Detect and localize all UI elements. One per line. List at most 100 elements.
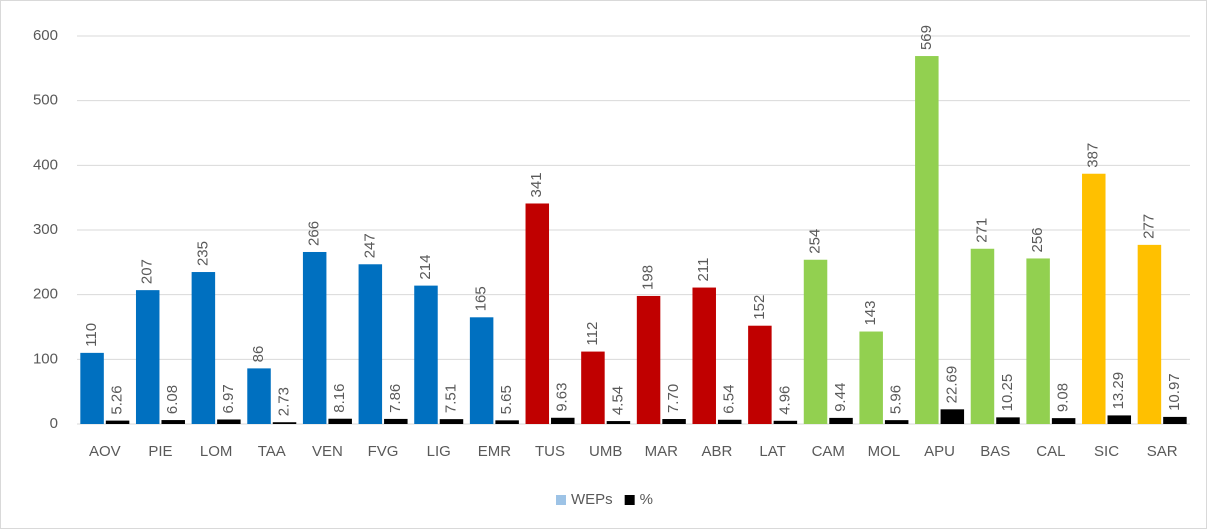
data-label: 6.97: [220, 384, 237, 413]
data-label: 7.51: [442, 384, 459, 413]
x-tick-label: CAL: [1036, 443, 1065, 460]
data-label: 266: [306, 221, 323, 246]
bar: [469, 317, 494, 424]
data-label: 6.54: [721, 385, 738, 414]
legend-label: %: [640, 491, 653, 508]
x-tick-label: VEN: [312, 443, 343, 460]
data-label: 165: [473, 286, 490, 311]
bar: [414, 285, 438, 424]
bar: [1082, 173, 1106, 424]
x-tick-label: TUS: [535, 443, 565, 460]
bar: [773, 420, 798, 424]
y-tick-label: 300: [33, 221, 58, 238]
y-tick-label: 0: [50, 415, 58, 432]
bar: [970, 248, 995, 424]
data-label: 235: [194, 241, 211, 266]
bar: [829, 417, 853, 424]
bar: [161, 420, 185, 424]
bar: [803, 259, 828, 424]
bar: [692, 287, 716, 424]
x-tick-label: LAT: [759, 443, 785, 460]
x-tick-label: MOL: [868, 443, 901, 460]
x-tick-label: TAA: [258, 443, 286, 460]
data-label: 341: [528, 172, 545, 197]
bar: [1051, 418, 1076, 424]
x-tick-label: LIG: [427, 443, 451, 460]
x-tick-label: UMB: [589, 443, 622, 460]
bar: [662, 419, 686, 424]
bar: [191, 272, 216, 424]
bar: [1107, 415, 1132, 424]
data-label: 10.97: [1166, 373, 1183, 411]
data-label: 9.08: [1055, 383, 1072, 412]
data-label: 254: [806, 229, 823, 254]
data-label: 143: [862, 300, 879, 325]
x-tick-label: EMR: [478, 443, 512, 460]
bar: [551, 417, 575, 424]
legend-label: WEPs: [571, 491, 613, 508]
bar: [384, 418, 408, 424]
data-label: 5.65: [498, 385, 515, 414]
data-label: 13.29: [1110, 372, 1127, 410]
x-tick-label: SIC: [1094, 443, 1119, 460]
data-label: 6.08: [164, 385, 181, 414]
data-label: 22.69: [943, 366, 960, 404]
bar: [717, 419, 742, 424]
data-label: 569: [918, 25, 935, 50]
x-tick-label: CAM: [812, 443, 845, 460]
x-tick-label: SAR: [1147, 443, 1178, 460]
data-label: 5.26: [109, 385, 126, 414]
bar: [940, 409, 965, 424]
x-tick-label: APU: [924, 443, 955, 460]
data-label: 5.96: [888, 385, 905, 414]
bar: [495, 420, 519, 424]
data-label: 152: [751, 295, 768, 320]
data-label: 198: [640, 265, 657, 290]
bar: [996, 417, 1020, 424]
data-label: 387: [1085, 143, 1102, 168]
bar: [525, 203, 550, 424]
bar: [302, 251, 327, 424]
data-label: 214: [417, 255, 434, 280]
bar: [1026, 258, 1050, 424]
bar: [884, 420, 909, 424]
bar: [272, 422, 297, 424]
x-tick-label: ABR: [702, 443, 733, 460]
data-label: 2.73: [275, 387, 292, 416]
bar: [439, 419, 464, 424]
legend-swatch: [556, 495, 566, 505]
bar: [1163, 416, 1187, 424]
data-label: 4.54: [609, 386, 626, 415]
x-tick-label: AOV: [89, 443, 121, 460]
bar: [606, 421, 631, 424]
data-label: 86: [250, 346, 267, 363]
bar: [859, 331, 883, 424]
data-label: 4.96: [776, 386, 793, 415]
data-label: 9.63: [554, 383, 571, 412]
x-tick-label: LOM: [200, 443, 233, 460]
bar: [217, 419, 241, 424]
x-tick-label: PIE: [148, 443, 172, 460]
y-tick-label: 600: [33, 27, 58, 44]
data-label: 10.25: [999, 374, 1016, 412]
bar: [358, 264, 383, 424]
data-label: 110: [83, 323, 100, 347]
data-label: 247: [361, 233, 378, 258]
data-label: 112: [584, 322, 601, 346]
bar: [915, 56, 939, 425]
x-tick-label: BAS: [980, 443, 1010, 460]
bar: [247, 368, 271, 424]
data-label: 211: [695, 258, 712, 282]
bar: [328, 418, 352, 424]
data-label: 7.70: [665, 384, 682, 413]
bar: [1137, 244, 1162, 424]
bar: [581, 351, 605, 424]
y-tick-label: 500: [33, 92, 58, 109]
x-tick-label: FVG: [368, 443, 399, 460]
data-label: 8.16: [331, 384, 348, 413]
legend-swatch: [624, 495, 635, 505]
data-label: 256: [1029, 227, 1046, 252]
data-label: 271: [973, 218, 990, 243]
x-tick-label: MAR: [645, 443, 679, 460]
